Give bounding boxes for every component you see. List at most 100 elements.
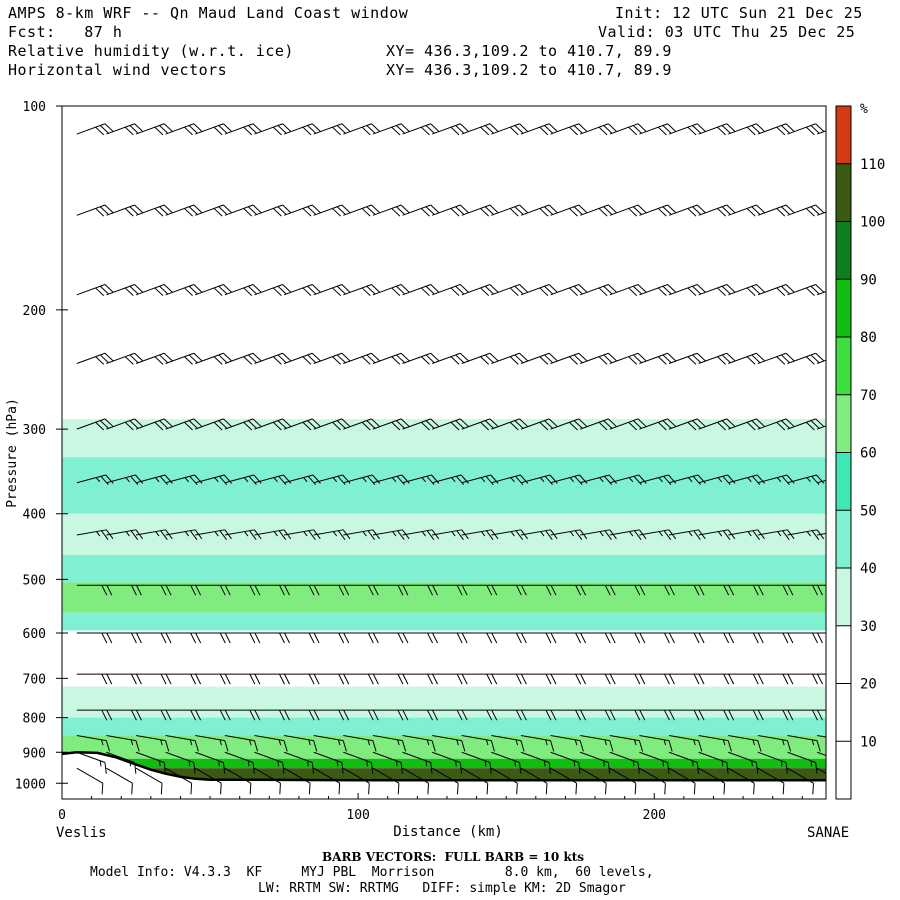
wind-barb [669,673,705,685]
wind-barb [698,709,735,721]
wind-barb [283,123,321,136]
wind-barb [135,474,173,485]
wind-barb [520,418,558,431]
rh-band-8 [62,686,826,718]
wind-barb [76,632,113,644]
rh-band-6 [62,612,826,631]
wind-barb [284,734,318,752]
wind-barb [195,751,226,774]
wind-barb [402,418,440,431]
wind-barb [520,673,557,685]
wind-barb [609,204,647,217]
wind-barb [195,123,232,136]
wind-barb [313,632,350,644]
wind-barb [106,673,142,685]
wind-barb [461,352,499,365]
wind-barb [609,751,640,774]
wind-barb [254,709,290,721]
wind-barb [313,751,344,774]
wind-barb [343,584,379,596]
wind-barb [520,123,558,136]
wind-barb [698,673,735,685]
wind-barb [491,673,527,685]
plot-frame [61,105,827,800]
wind-barb [135,352,173,365]
wind-barb [195,474,233,485]
wind-barb [550,673,587,685]
wind-barb [165,673,202,685]
wind-barb [757,632,794,644]
wind-barb [461,709,498,721]
wind-barb [165,204,203,217]
wind-barb [580,474,617,485]
wind-barb [668,284,706,296]
wind-barb [106,734,140,752]
wind-barb [313,418,351,431]
colorbar-swatch [836,683,851,742]
model-title: AMPS 8-km WRF -- Qn Maud Land Coast wind… [8,4,409,22]
wind-barb [639,734,673,752]
wind-barb [816,751,826,763]
wind-barb [402,767,430,795]
wind-barb [491,474,529,485]
colorbar-swatch [836,625,851,684]
wind-barb [343,767,370,795]
wind-barb [432,474,469,485]
rh-band-4 [62,554,826,583]
wind-barb [579,767,607,795]
wind-barb [639,673,675,685]
wind-barb [550,709,587,721]
wind-barb [254,474,292,485]
wind-barb [728,123,765,136]
wind-barb [668,418,706,431]
wind-barb [491,204,529,217]
wind-barb [254,204,292,217]
wind-barb [757,751,788,774]
y-tick-label: 500 [23,573,46,588]
wind-barb [284,709,320,721]
wind-barb [254,123,292,136]
wind-barb [520,734,555,752]
wind-barb [224,584,261,596]
wind-barb [609,418,647,431]
wind-barb [757,352,795,365]
wind-barb [76,673,113,685]
wind-barb [669,709,705,721]
wind-barb [165,584,202,596]
wind-barb [668,751,700,774]
wind-barb [343,709,379,721]
wind-barb [816,767,826,784]
rh-band-1 [62,419,826,458]
wind-barb [609,632,646,644]
colorbar-tick-label: 70 [860,388,877,404]
wind-barb [609,734,644,752]
wind-barb [639,418,677,431]
wind-barb [165,418,203,431]
wind-barb [106,584,142,596]
wind-barb [757,709,794,721]
field-name-2: Horizontal wind vectors [8,61,228,79]
wind-barb [520,767,548,795]
wind-barb [728,418,765,431]
wind-barb [757,584,794,596]
wind-barb [817,734,826,742]
wind-barb [787,584,823,596]
wind-barb [817,673,826,675]
wind-barb [816,418,826,430]
wind-barb [76,709,113,721]
wind-barb [728,204,765,217]
wind-barb [195,418,232,431]
x-tick-label: 0 [58,808,66,823]
wind-barb [195,632,231,644]
wind-barb [639,123,677,136]
colorbar-swatch [836,106,851,164]
wind-barb [343,123,380,136]
wind-barb [283,284,321,296]
wind-barb [639,474,677,485]
wind-barb [668,204,706,217]
y-tick-label: 300 [23,423,46,438]
wind-barb [461,751,492,774]
wind-barb [106,474,144,485]
wind-barb [313,123,351,136]
wind-barb [491,632,527,644]
